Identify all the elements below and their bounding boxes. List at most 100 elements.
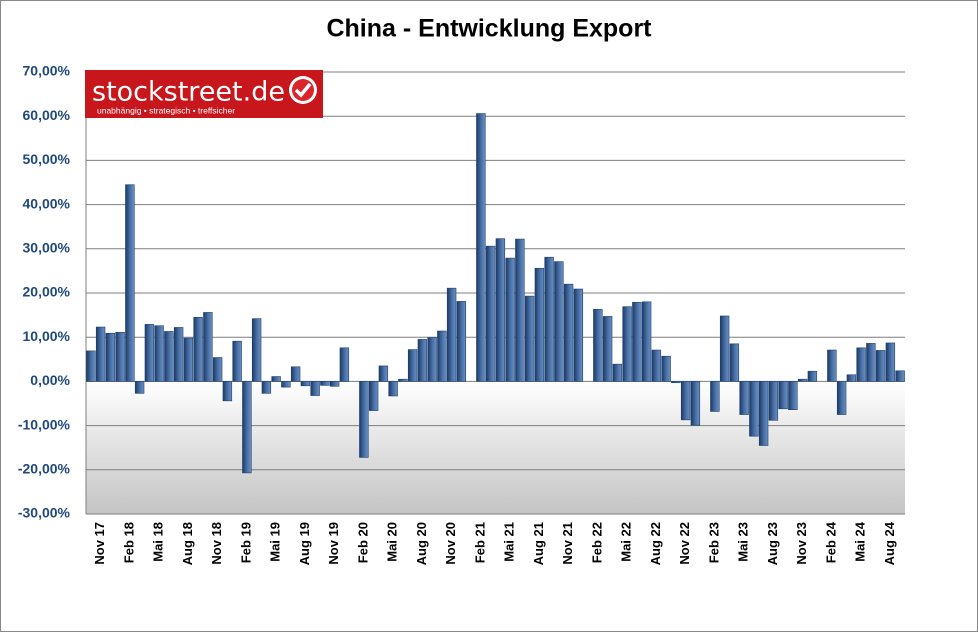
bar xyxy=(485,245,496,382)
negative-area xyxy=(86,381,905,514)
x-tick-label: Nov 23 xyxy=(794,522,809,565)
y-tick-label: -30,00% xyxy=(18,505,71,521)
bar xyxy=(875,350,886,382)
bar xyxy=(807,370,818,382)
bar xyxy=(115,332,125,382)
bar xyxy=(359,381,369,458)
logo: stockstreet.de unabhängig • strategisch … xyxy=(85,70,323,118)
bar xyxy=(86,350,96,382)
logo-name: stockstreet.de xyxy=(92,77,285,108)
bar xyxy=(563,283,574,382)
bar xyxy=(827,349,837,382)
bar xyxy=(144,324,155,382)
x-tick-label: Mai 19 xyxy=(268,522,283,562)
bar xyxy=(622,306,632,382)
bar xyxy=(739,381,749,415)
bar xyxy=(339,347,350,382)
y-tick-label: 0,00% xyxy=(30,372,70,388)
bar xyxy=(310,381,320,396)
bar xyxy=(680,381,691,421)
bar xyxy=(271,376,281,382)
bar xyxy=(515,238,525,382)
bar xyxy=(651,349,662,382)
bar xyxy=(232,340,242,382)
logo-check xyxy=(294,82,312,98)
bar xyxy=(788,381,798,410)
bar xyxy=(261,381,272,394)
x-tick-label: Feb 20 xyxy=(355,522,370,563)
x-tick-label: Feb 24 xyxy=(823,521,838,563)
bar xyxy=(544,256,554,382)
bar xyxy=(836,381,847,415)
bar xyxy=(427,337,437,382)
bar xyxy=(417,339,428,382)
x-tick-label: Aug 19 xyxy=(297,522,312,565)
x-tick-label: Feb 23 xyxy=(706,522,721,563)
x-tick-label: Aug 20 xyxy=(414,522,429,565)
bar xyxy=(661,355,671,382)
bar xyxy=(476,113,486,382)
bar xyxy=(758,381,769,446)
plot-area: -30,00% -20,00% -10,00% 0,00% 10,00% 20,00% 30… xyxy=(18,63,905,565)
x-tick-label: Nov 18 xyxy=(209,522,224,565)
bar xyxy=(554,261,564,382)
bar xyxy=(173,327,184,382)
bar xyxy=(719,315,730,382)
bar xyxy=(690,381,701,426)
x-tick-label: Aug 18 xyxy=(180,522,195,565)
bar xyxy=(729,343,740,382)
x-tick-label: Mai 21 xyxy=(502,522,517,562)
bar xyxy=(398,378,408,382)
y-tick-label: -20,00% xyxy=(18,461,71,477)
x-tick-label: Nov 17 xyxy=(92,522,107,565)
bar xyxy=(388,381,398,397)
y-tick-label: 40,00% xyxy=(23,195,71,211)
x-tick-label: Aug 22 xyxy=(648,522,663,565)
bar xyxy=(797,378,808,382)
x-tick-label: Nov 21 xyxy=(560,522,575,565)
bar xyxy=(446,287,457,382)
bar xyxy=(407,349,418,382)
bar xyxy=(612,363,623,382)
x-tick-label: Feb 21 xyxy=(472,522,487,563)
bar xyxy=(134,381,145,394)
bar xyxy=(895,370,905,382)
bar xyxy=(105,332,116,382)
bar xyxy=(641,301,652,382)
bar xyxy=(534,267,545,382)
bar xyxy=(251,318,262,382)
logo-slogan: unabhängig • strategisch • treffsicher xyxy=(97,105,235,115)
bar xyxy=(193,317,203,382)
bar xyxy=(329,381,340,387)
bar xyxy=(183,337,194,382)
bar xyxy=(602,316,613,382)
bar xyxy=(671,381,681,384)
bar xyxy=(212,357,223,382)
x-tick-label: Aug 21 xyxy=(531,522,546,565)
bar xyxy=(749,381,759,437)
bar xyxy=(300,381,311,387)
bar xyxy=(885,342,896,382)
y-tick-label: 10,00% xyxy=(23,328,71,344)
y-tick-label: 20,00% xyxy=(23,284,71,300)
x-tick-label: Mai 20 xyxy=(385,522,400,562)
bar xyxy=(242,381,252,474)
bar xyxy=(164,331,174,382)
x-tick-label: Aug 24 xyxy=(882,521,897,565)
bar xyxy=(778,381,788,410)
bar xyxy=(437,330,447,382)
x-tick-label: Nov 19 xyxy=(326,522,341,565)
bar xyxy=(378,365,389,382)
x-tick-label: Mai 23 xyxy=(736,522,751,562)
bar xyxy=(593,309,603,382)
bar xyxy=(456,301,467,382)
y-tick-label: 30,00% xyxy=(23,240,71,256)
bar xyxy=(768,381,779,421)
bar xyxy=(154,325,164,382)
x-tick-label: Mai 18 xyxy=(151,522,166,562)
chart-title: China - Entwicklung Export xyxy=(326,15,652,43)
bar xyxy=(290,366,301,382)
logo-box xyxy=(85,70,323,118)
bar xyxy=(368,381,379,411)
x-tick-label: Nov 22 xyxy=(677,522,692,565)
